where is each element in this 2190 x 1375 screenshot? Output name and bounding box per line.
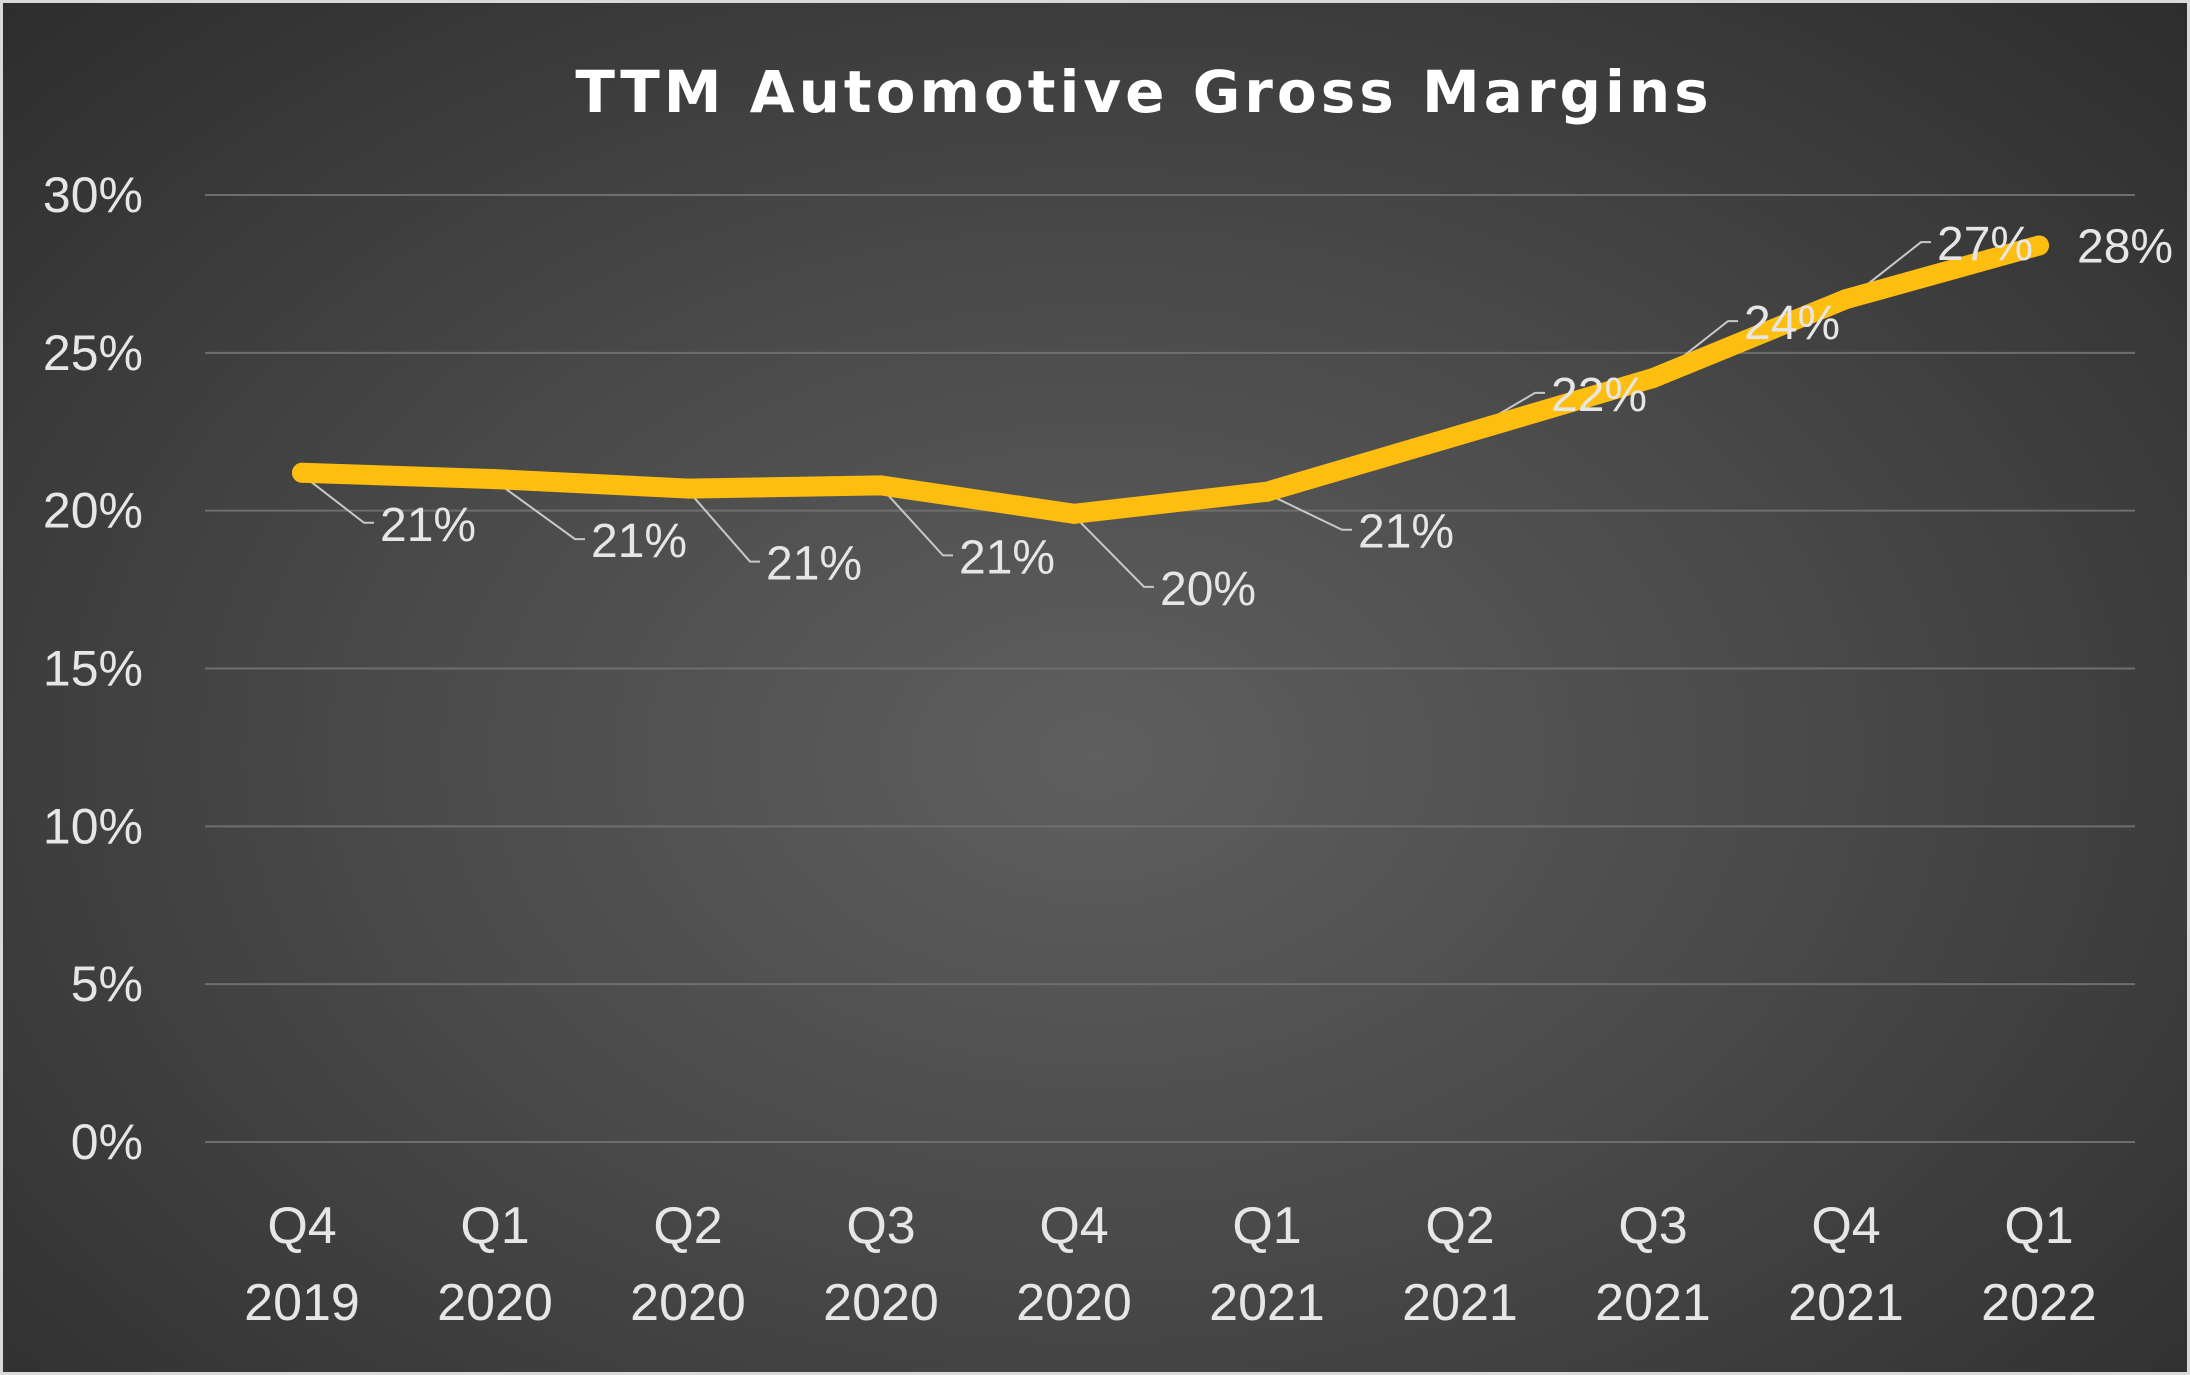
- x-tick-label: 2020: [630, 1274, 746, 1332]
- x-tick-label: 2021: [1402, 1274, 1518, 1332]
- data-point: [1257, 481, 1277, 502]
- x-tick-label: 2020: [823, 1274, 939, 1332]
- x-tick-label: 2022: [1981, 1274, 2097, 1332]
- y-tick-label: 5%: [71, 956, 143, 1012]
- data-label-leader: [880, 486, 953, 557]
- data-label-leaders: [301, 241, 1931, 588]
- data-label-leader: [301, 473, 374, 524]
- data-label-leader: [494, 480, 585, 541]
- x-tick-label: Q3: [846, 1197, 915, 1255]
- data-label: 21%: [959, 531, 1055, 584]
- data-point: [1836, 289, 1856, 310]
- x-tick-label: 2020: [1016, 1274, 1132, 1332]
- series: [292, 235, 2049, 524]
- data-label-leader: [687, 489, 760, 563]
- x-tick-label: 2020: [437, 1274, 553, 1332]
- y-tick-label: 25%: [43, 325, 143, 381]
- x-tick-label: Q2: [653, 1197, 722, 1255]
- data-label: 22%: [1551, 369, 1647, 422]
- y-axis: 0% 5% 10% 15% 20% 25% 30%: [43, 167, 143, 1170]
- data-label-leader: [1073, 515, 1154, 588]
- x-tick-label: 2021: [1788, 1274, 1904, 1332]
- data-point: [1450, 424, 1470, 445]
- x-tick-label: Q1: [460, 1197, 529, 1255]
- data-point: [2029, 235, 2049, 256]
- data-label: 20%: [1160, 563, 1256, 616]
- series-line: [292, 235, 2049, 524]
- data-label: 21%: [591, 515, 687, 568]
- y-tick-label: 0%: [71, 1114, 143, 1170]
- x-tick-label: Q2: [1425, 1197, 1494, 1255]
- x-tick-label: Q3: [1618, 1197, 1687, 1255]
- data-point: [485, 469, 505, 490]
- x-tick-label: Q1: [2004, 1197, 2073, 1255]
- data-point: [292, 462, 312, 483]
- y-tick-label: 20%: [43, 483, 143, 539]
- data-label: 28%: [2077, 221, 2173, 274]
- x-tick-label: 2021: [1595, 1274, 1711, 1332]
- x-axis: Q4 2019 Q1 2020 Q2 2020 Q3 2020 Q4 2020 Q1 2021 Q2 20…: [244, 1197, 2097, 1332]
- y-tick-label: 10%: [43, 798, 143, 854]
- y-tick-label: 15%: [43, 641, 143, 697]
- data-point: [678, 478, 698, 499]
- data-point: [871, 475, 891, 496]
- y-tick-label: 30%: [43, 167, 143, 223]
- x-tick-label: Q4: [1811, 1197, 1880, 1255]
- data-point: [1064, 503, 1084, 524]
- data-point: [1643, 368, 1663, 389]
- data-label: 21%: [766, 538, 862, 591]
- x-tick-label: Q4: [1039, 1197, 1108, 1255]
- gridlines: [205, 194, 2135, 1143]
- data-label: 24%: [1744, 297, 1840, 350]
- x-tick-label: Q4: [267, 1197, 336, 1255]
- data-labels: 21% 21% 21% 21% 20% 21% 22% 24% 27% 28%: [380, 218, 2173, 616]
- x-tick-label: Q1: [1232, 1197, 1301, 1255]
- data-label: 27%: [1937, 218, 2033, 271]
- data-label: 21%: [1358, 506, 1454, 559]
- chart-title: TTM Automotive Gross Margins: [575, 58, 1712, 126]
- data-label: 21%: [380, 499, 476, 552]
- data-label-leader: [1845, 241, 1931, 302]
- data-label-leader: [1266, 492, 1352, 531]
- x-tick-label: 2021: [1209, 1274, 1325, 1332]
- x-tick-label: 2019: [244, 1274, 360, 1332]
